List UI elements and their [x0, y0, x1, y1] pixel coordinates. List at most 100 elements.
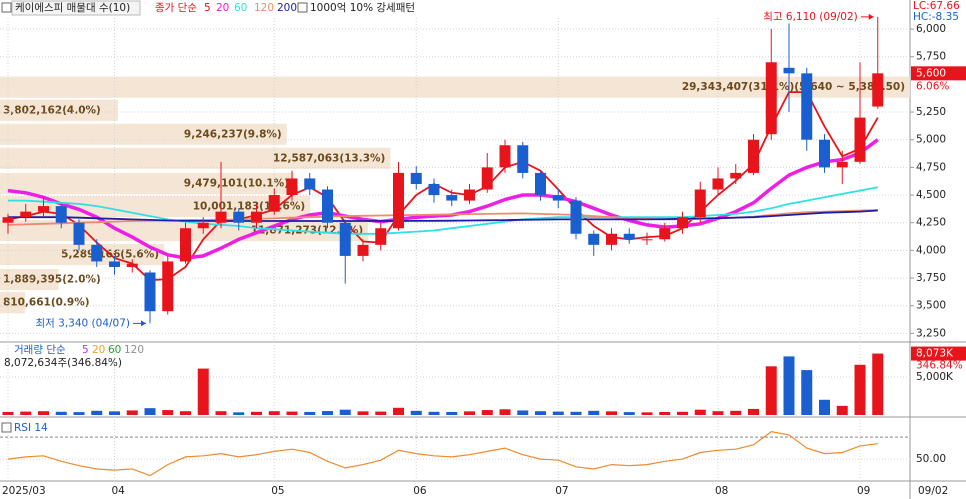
volume-bar	[641, 412, 653, 415]
x-tick-label: 06	[413, 485, 427, 497]
y-tick-label: 5,250	[916, 106, 946, 118]
candle-body	[91, 244, 103, 262]
volume-bar	[73, 412, 85, 415]
volume-bar	[339, 409, 351, 415]
x-tick-label: 04	[112, 485, 126, 497]
y-tick-label: 3,750	[916, 272, 946, 284]
volume-bar	[38, 411, 49, 415]
x-tick-label: 08	[715, 485, 728, 497]
candle-body	[588, 233, 600, 245]
volume-bar	[410, 410, 422, 415]
candle-body	[233, 211, 245, 223]
price-tag	[911, 66, 966, 81]
candle-body	[375, 228, 387, 245]
y-tick-label: 4,250	[916, 217, 946, 229]
candle-body	[162, 261, 174, 312]
legend-entry: 60	[108, 344, 121, 356]
candle-body	[677, 217, 688, 229]
volume-last: 8,072,634주(346.84%)	[4, 357, 122, 369]
volume-profile-label: 12,587,063(13.3%)	[273, 152, 385, 164]
candle-body	[570, 200, 582, 234]
candle-body	[606, 233, 617, 245]
volume-bar	[180, 411, 191, 415]
candle-body	[872, 73, 884, 107]
candle-body	[339, 222, 351, 256]
volume-bar	[126, 410, 138, 415]
x-tick-label: 05	[271, 485, 284, 497]
volume-bar	[570, 411, 582, 415]
checkbox[interactable]	[1, 2, 12, 13]
legend-entry: 120	[254, 2, 274, 14]
rsi-line	[7, 430, 878, 477]
volume-profile-bar	[0, 269, 59, 291]
candle-body	[126, 263, 138, 267]
y-tick-label: 6,000	[916, 23, 946, 35]
candle-body	[357, 244, 369, 256]
rsi-title: RSI 14	[14, 422, 48, 434]
candle-body	[428, 183, 440, 196]
legend-entry: 60	[234, 2, 247, 14]
volume-bar	[819, 399, 830, 415]
candle-body	[535, 172, 546, 196]
volume-bar	[197, 368, 209, 415]
hc-label: HC:-8.35	[913, 11, 959, 23]
candle-body	[552, 195, 564, 201]
candle-body	[801, 73, 813, 140]
volume-bar	[357, 411, 369, 415]
volume-bar	[765, 366, 777, 415]
candle-body	[499, 145, 511, 168]
candle-body	[730, 172, 742, 179]
volume-title: 거래량 단순	[14, 344, 66, 356]
volume-profile-bar	[0, 123, 287, 145]
y-tick-label: 5,750	[916, 51, 946, 63]
indicator-name: 케이에스피 매물대 수(10)	[15, 2, 130, 14]
arrow-head	[868, 13, 874, 20]
candle-body	[464, 189, 475, 201]
volume-profile-bar	[0, 292, 26, 314]
volume-change: 346.84%	[916, 360, 963, 372]
volume-bar	[677, 411, 688, 415]
volume-bar	[268, 411, 280, 415]
volume-bar	[233, 412, 245, 415]
candle-body	[197, 222, 209, 229]
checkbox[interactable]	[1, 422, 12, 433]
candle-body	[712, 178, 724, 190]
volume-bar	[801, 370, 813, 415]
candle-body	[268, 195, 280, 212]
indicator-box[interactable]	[11, 0, 141, 16]
volume-bar	[517, 410, 529, 415]
volume-profile-label: 29,343,407(31.1%)(5,640 ~ 5,385.50)	[682, 81, 905, 93]
volume-profile-label: 9,246,237(9.8%)	[184, 128, 282, 140]
volume-profile-label: 9,479,101(10.1%)	[184, 177, 289, 189]
volume-profile-bar	[0, 195, 311, 218]
candle-body	[38, 206, 49, 212]
candle-body	[251, 211, 262, 223]
y-tick-label: 5,000K	[916, 371, 954, 383]
volume-bar	[481, 410, 493, 415]
legend-entry: 5	[82, 344, 89, 356]
candle-body	[694, 189, 706, 218]
volume-bar	[446, 411, 458, 415]
checkbox[interactable]	[297, 2, 308, 13]
volume-bar	[91, 410, 103, 415]
volume-bar	[588, 410, 600, 415]
volume-bar	[286, 411, 298, 415]
volume-profile-bar	[0, 76, 910, 98]
volume-bar	[623, 412, 635, 415]
candle-body	[783, 67, 795, 74]
y-tick-label: 4,500	[916, 189, 946, 201]
candle-body	[517, 145, 529, 173]
volume-bar	[712, 411, 724, 415]
candle-body	[180, 228, 191, 262]
volume-bar	[748, 408, 759, 415]
volume-bar	[109, 411, 120, 415]
volume-bar	[55, 411, 67, 415]
candle-body	[55, 206, 67, 223]
volume-bar	[694, 409, 706, 415]
volume-profile-bar	[0, 172, 294, 194]
price-change: 6.06%	[916, 80, 949, 92]
volume-bar	[872, 353, 884, 415]
volume-bar	[428, 411, 440, 415]
candle-body	[836, 161, 848, 168]
volume-bar	[783, 356, 795, 415]
